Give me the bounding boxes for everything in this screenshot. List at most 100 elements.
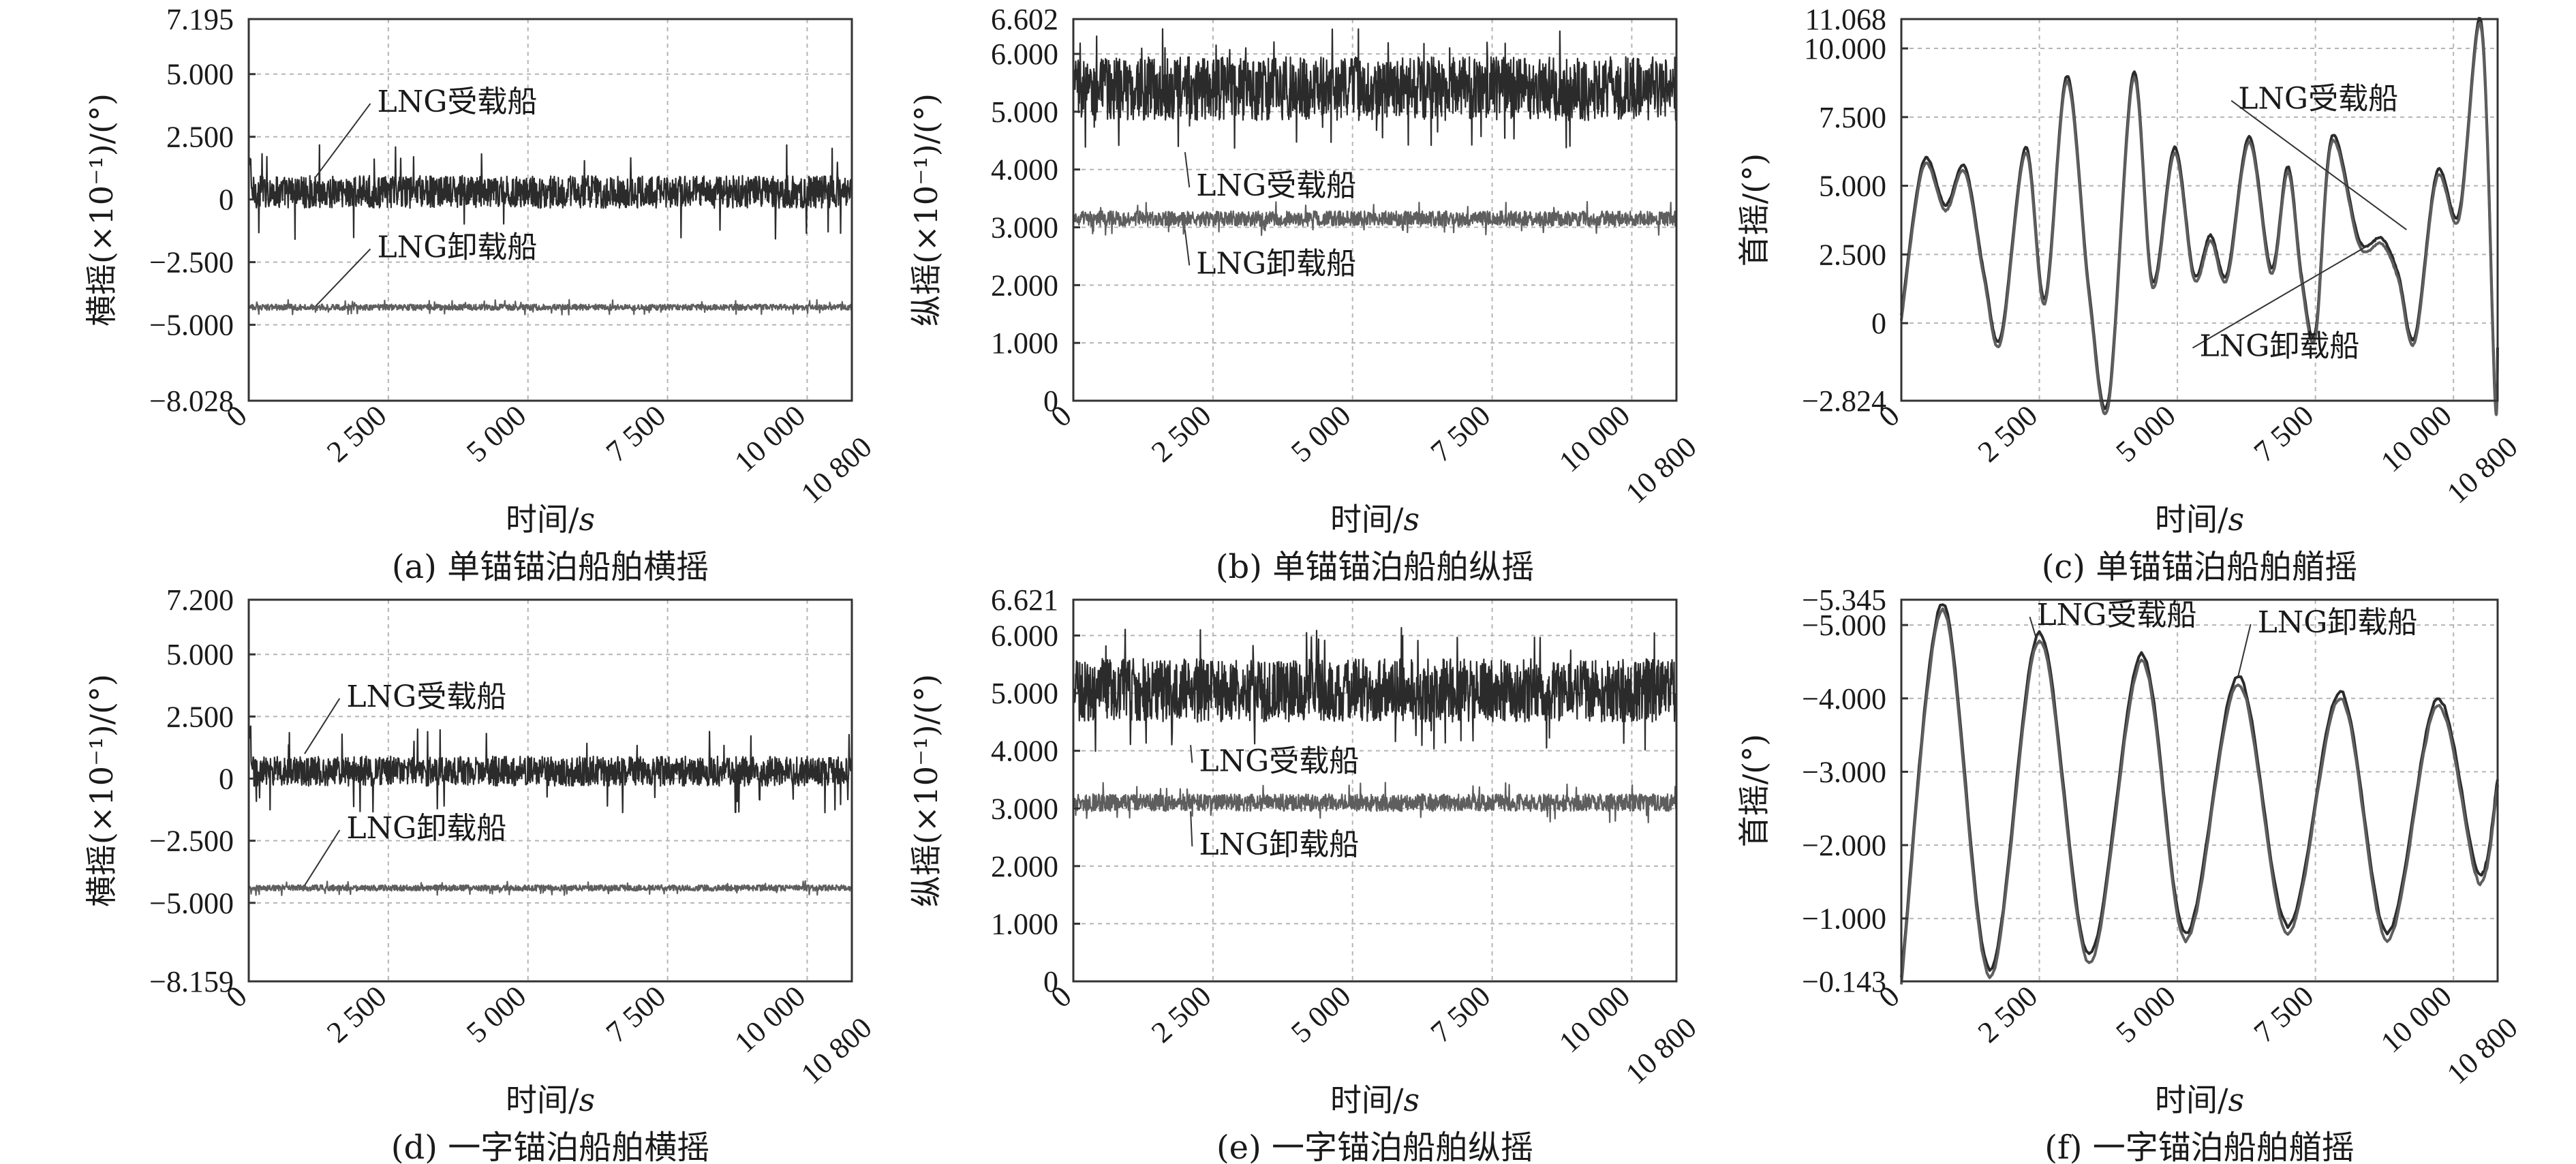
grid-d [249, 600, 852, 981]
y-tick-label: 1.000 [991, 907, 1058, 940]
annotation-label: LNG卸载船 [1199, 827, 1359, 862]
x-tick-label: 7 500 [600, 979, 672, 1050]
series-line-loading-ship [1900, 603, 2499, 978]
panel-caption: (f) 一字锚泊船舶艏摇 [2044, 1129, 2354, 1164]
annotation-label: LNG受载船 [1199, 744, 1359, 778]
x-tick-label: 5 000 [2109, 399, 2181, 469]
annotation-label: LNG卸载船 [346, 811, 506, 846]
y-tick-label: −2.824 [1802, 384, 1886, 418]
y-tick-label: 0 [1043, 965, 1058, 998]
grid-c [1901, 19, 2498, 401]
series-line-loading-ship [1072, 28, 1678, 149]
plot-frame [247, 18, 853, 402]
y-tick-label: 0 [1043, 384, 1058, 418]
y-tick-label: 0 [219, 763, 234, 796]
y-tick-label: −0.143 [1802, 965, 1886, 998]
x-tick-label: 10 800 [1619, 430, 1703, 510]
x-tick-label: 10 800 [795, 1011, 878, 1090]
y-axis-label: 纵摇(×10⁻¹)/(°) [908, 674, 945, 907]
x-axis-label: 时间/s [1330, 501, 1420, 538]
y-tick-label: −8.159 [149, 965, 234, 998]
grid-e [1073, 600, 1676, 981]
x-tick-label: 2 500 [320, 979, 393, 1050]
annotation-leader [2230, 99, 2407, 230]
x-tick-label: 10 000 [2374, 979, 2458, 1059]
x-tick-label: 5 000 [1285, 979, 1357, 1050]
annotation-label: LNG受载船 [2238, 82, 2398, 117]
y-tick-label: 2.000 [991, 269, 1058, 302]
y-tick-label: 0 [219, 183, 234, 217]
series-line-unloading-ship [1900, 21, 2499, 416]
y-tick-label: 5.000 [991, 677, 1058, 710]
x-tick-label: 2 500 [1972, 399, 2044, 469]
panel-caption: (d) 一字锚泊船舶横摇 [391, 1129, 709, 1164]
y-tick-label: 4.000 [991, 735, 1058, 768]
x-axis-label: 时间/s [506, 501, 595, 538]
x-tick-label: 10 800 [1619, 1011, 1703, 1090]
panel-caption: (b) 单锚锚泊船舶纵摇 [1216, 548, 1534, 586]
y-tick-label: 6.602 [991, 3, 1058, 36]
plot-frame [1072, 18, 1678, 402]
y-tick-label: 3.000 [991, 792, 1058, 825]
plot-frame [1072, 598, 1678, 983]
series-line-loading-ship [1072, 627, 1678, 752]
y-tick-label: 6.000 [991, 37, 1058, 71]
series-line-loading-ship [247, 144, 853, 241]
x-tick-label: 2 500 [1972, 979, 2044, 1050]
y-tick-label: −2.000 [1802, 829, 1886, 862]
x-tick-label: 10 000 [728, 979, 812, 1059]
y-tick-label: −8.028 [149, 384, 234, 418]
x-axis-label: 时间/s [2155, 1082, 2244, 1118]
y-tick-label: 7.500 [1819, 101, 1886, 134]
x-tick-label: 7 500 [1424, 399, 1497, 469]
y-tick-label: 2.500 [166, 700, 234, 733]
panel-caption: (c) 单锚锚泊船舶艏摇 [2042, 548, 2358, 586]
panel-caption: (a) 单锚锚泊船舶横摇 [392, 548, 709, 586]
annotation-leader [315, 248, 371, 307]
annotation-label: LNG卸载船 [2200, 329, 2360, 364]
x-tick-label: 7 500 [1424, 979, 1497, 1050]
annotation-label: LNG受载船 [346, 679, 506, 714]
annotation-leader [2029, 616, 2038, 640]
panel-caption: (e) 一字锚泊船舶纵摇 [1216, 1129, 1533, 1164]
annotation-leader [315, 103, 371, 178]
grid-f [1901, 600, 2498, 981]
x-tick-label: 7 500 [2248, 399, 2320, 469]
x-tick-label: 10 800 [2440, 430, 2524, 510]
y-tick-label: 4.000 [991, 153, 1058, 187]
series-line-unloading-ship [1072, 200, 1678, 236]
plot-frame [1900, 18, 2499, 402]
x-axis-label: 时间/s [506, 1082, 595, 1118]
annotation-leader [304, 698, 341, 754]
series-line-loading-ship [247, 725, 853, 814]
y-tick-label: 10.000 [1804, 32, 1886, 65]
x-tick-label: 5 000 [460, 979, 532, 1050]
y-tick-label: 6.000 [991, 619, 1058, 653]
grid-a [249, 19, 852, 401]
x-tick-label: 10 000 [1552, 399, 1636, 478]
y-axis-label: 横摇(×10⁻¹)/(°) [83, 93, 120, 326]
x-tick-label: 7 500 [600, 399, 672, 469]
x-axis-label: 时间/s [2155, 501, 2244, 538]
x-tick-label: 5 000 [2109, 979, 2181, 1050]
plot-frame [247, 598, 853, 983]
annotation-label: LNG卸载船 [1196, 246, 1356, 281]
x-tick-label: 10 800 [2440, 1011, 2524, 1090]
series-line-unloading-ship [1900, 607, 2499, 985]
y-tick-label: 5.000 [166, 58, 234, 91]
y-tick-label: 5.000 [166, 638, 234, 671]
annotation-leader [1190, 811, 1193, 846]
plot-frame [1900, 598, 2499, 983]
y-axis-label: 横摇(×10⁻¹)/(°) [83, 674, 120, 907]
y-tick-label: −2.500 [149, 246, 234, 279]
x-tick-label: 2 500 [1145, 979, 1217, 1050]
y-tick-label: 3.000 [991, 211, 1058, 245]
x-tick-label: 10 000 [1552, 979, 1636, 1059]
annotation-label: LNG受载船 [2036, 598, 2196, 632]
y-tick-label: 2.500 [166, 121, 234, 154]
x-tick-label: 2 500 [320, 399, 393, 469]
